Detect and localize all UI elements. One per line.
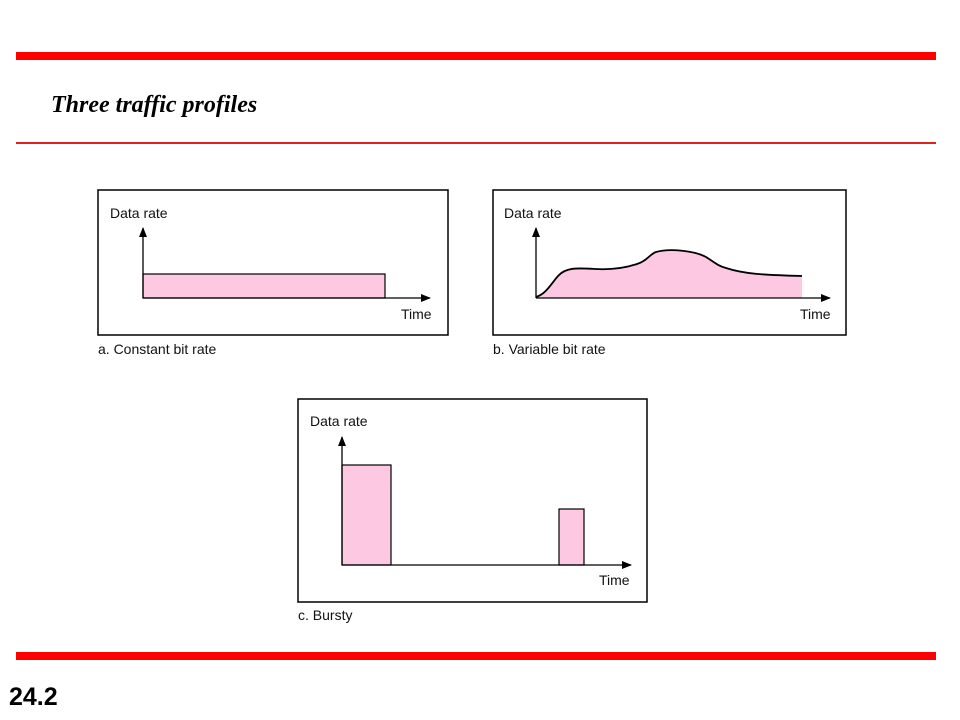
y-axis-label: Data rate bbox=[504, 205, 562, 221]
slide-number: 24.2 bbox=[9, 683, 58, 711]
slide-title: Three traffic profiles bbox=[51, 92, 258, 118]
variable-rate-curve bbox=[535, 249, 803, 298]
burst-small bbox=[558, 508, 585, 566]
panel-bursty: Data rate Time c. Bursty bbox=[297, 398, 648, 623]
panel-constant-bit-rate: Data rate Time a. Constant bit rate bbox=[97, 189, 449, 357]
burst-large bbox=[341, 464, 392, 566]
variable-rate-area bbox=[536, 250, 802, 298]
title-divider-rule bbox=[16, 142, 936, 144]
x-axis-label: Time bbox=[800, 306, 831, 322]
panel-caption: c. Bursty bbox=[298, 607, 352, 623]
constant-rate-area bbox=[142, 273, 386, 299]
panel-frame bbox=[97, 189, 449, 336]
y-axis-label: Data rate bbox=[310, 413, 368, 429]
y-axis-label: Data rate bbox=[110, 205, 168, 221]
x-axis-label: Time bbox=[599, 572, 630, 588]
bottom-accent-rule bbox=[16, 652, 936, 660]
top-accent-rule bbox=[16, 52, 936, 60]
panel-caption: b. Variable bit rate bbox=[493, 341, 606, 357]
panel-caption: a. Constant bit rate bbox=[98, 341, 217, 357]
panel-variable-bit-rate: Data rate Time b. Variable bit rate bbox=[492, 189, 847, 357]
x-axis-label: Time bbox=[401, 306, 432, 322]
